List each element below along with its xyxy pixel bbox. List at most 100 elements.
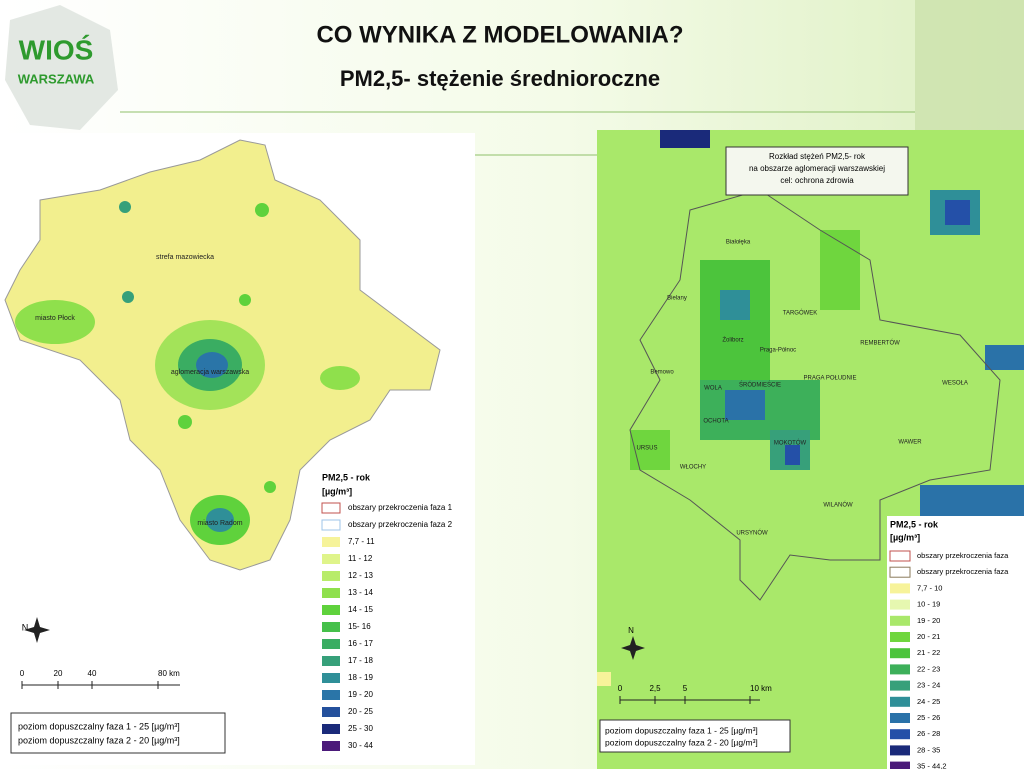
legend-swatch — [890, 761, 910, 772]
legend-label: 7,7 - 11 — [348, 537, 375, 546]
legend-unit: [µg/m³] — [890, 532, 920, 542]
scale-label: 0 — [20, 669, 25, 678]
note-box — [10, 712, 226, 754]
legend-label: 7,7 - 10 — [917, 583, 942, 592]
legend-label: obszary przekroczenia faza — [917, 567, 1009, 576]
legend-label: 11 - 12 — [348, 554, 373, 563]
legend-swatch — [890, 729, 910, 740]
legend-label: 12 - 13 — [348, 571, 373, 580]
legend-swatch — [890, 713, 910, 723]
place-label: miasto Płock — [35, 315, 75, 322]
note-box — [599, 719, 791, 753]
legend-swatch — [890, 664, 910, 675]
grid-cells — [630, 130, 1024, 520]
legend-swatch — [890, 745, 910, 756]
district-label: WOLA — [704, 386, 722, 392]
district-label: ŚRÓDMIEŚCIE — [739, 381, 781, 389]
note: poziom dopuszczalny faza 1 - 25 [µg/m³] — [605, 725, 758, 735]
legend-label: 18 - 19 — [348, 673, 373, 682]
district-label: Praga-Północ — [760, 348, 796, 354]
district-label: TARGÓWEK — [783, 310, 818, 317]
legend-label: 13 - 14 — [348, 588, 373, 597]
north-label: N — [22, 622, 29, 632]
legend-label: 35 - 44,2 — [917, 762, 947, 769]
legend-label: 25 - 26 — [917, 713, 940, 722]
district-boundary — [629, 189, 1001, 601]
district-label: Żoliborz — [722, 337, 743, 344]
legend-label: 14 - 15 — [348, 605, 373, 614]
concentration-areas — [15, 201, 360, 545]
grid-cell — [597, 672, 611, 686]
legend-label: 24 - 25 — [917, 697, 940, 706]
compass — [24, 617, 50, 643]
legend-swatch — [322, 707, 340, 717]
legend-label: 15- 16 — [348, 622, 371, 631]
legend-label: 28 - 35 — [917, 745, 940, 754]
caption: na obszarze aglomeracji warszawskiej — [749, 164, 885, 173]
legend-swatch — [890, 632, 910, 642]
scale-label: 10 km — [750, 684, 772, 693]
legend-label: 20 - 21 — [917, 632, 940, 641]
scale-label: 80 km — [158, 669, 180, 678]
district-label: OCHOTA — [703, 419, 728, 425]
district-label: REMBERTÓW — [860, 340, 900, 347]
legend-swatch — [890, 615, 910, 626]
legend-label: 30 - 44 — [348, 741, 373, 750]
legend-swatch — [322, 571, 340, 581]
note: poziom dopuszczalny faza 2 - 20 [µg/m³] — [18, 735, 180, 745]
place-label: miasto Radom — [197, 520, 242, 527]
legend-swatch — [322, 741, 340, 751]
legend-label: 20 - 25 — [348, 707, 373, 716]
caption-box — [725, 146, 909, 196]
legend-swatch — [321, 502, 341, 514]
legend-swatch — [322, 622, 340, 632]
note: poziom dopuszczalny faza 2 - 20 [µg/m³] — [605, 737, 758, 747]
scale-label: 40 — [88, 669, 97, 678]
legend-label: 21 - 22 — [917, 648, 940, 657]
logo-shape — [5, 5, 118, 130]
district-label: Białołęka — [726, 240, 751, 246]
legend-label: 17 - 18 — [348, 656, 373, 665]
legend-swatch — [322, 554, 340, 564]
legend-label: obszary przekroczenia faza — [917, 551, 1009, 560]
place-label: strefa mazowiecka — [156, 254, 214, 261]
slide-title: CO WYNIKA Z MODELOWANIA? — [316, 21, 683, 48]
legend-unit: [µg/m³] — [322, 486, 352, 496]
district-label: URSYNÓW — [736, 530, 768, 537]
place-label: aglomeracja warszawska — [171, 369, 249, 376]
legend-swatch — [322, 724, 340, 734]
district-label: WESOŁA — [942, 381, 968, 387]
legend-title: PM2,5 - rok — [890, 519, 939, 529]
caption: Rozkład stężeń PM2,5- rok — [769, 152, 866, 161]
legend-swatch — [322, 673, 340, 683]
legend-label: 19 - 20 — [348, 690, 373, 699]
legend-label: 25 - 30 — [348, 724, 373, 733]
legend-swatch — [890, 599, 910, 610]
legend-label: 10 - 19 — [917, 600, 940, 609]
district-label: WAWER — [898, 440, 922, 446]
district-label: WILANÓW — [823, 502, 853, 509]
legend-swatch — [889, 550, 911, 562]
district-label: URSUS — [636, 446, 657, 452]
note: poziom dopuszczalny faza 1 - 25 [µg/m³] — [18, 721, 180, 731]
legend-swatch — [322, 605, 340, 615]
legend-swatch — [889, 566, 911, 578]
legend-swatch — [890, 696, 910, 707]
legend-swatch — [890, 583, 910, 594]
district-label: Bielany — [667, 296, 687, 302]
scale-label: 20 — [54, 669, 63, 678]
tree-photo — [915, 0, 1024, 130]
scale-label: 0 — [618, 684, 623, 693]
slide-subtitle: PM2,5- stężenie średnioroczne — [340, 66, 660, 91]
legend-label: obszary przekroczenia faza 1 — [348, 503, 453, 512]
logo-text: WARSZAWA — [18, 71, 95, 86]
north-label: N — [628, 626, 634, 635]
scale-label: 2,5 — [649, 684, 661, 693]
legend-swatch — [321, 519, 341, 531]
legend-label: 16 - 17 — [348, 639, 373, 648]
scale-label: 5 — [683, 684, 688, 693]
logo-text: WIOŚ — [19, 34, 94, 65]
district-label: PRAGA POŁUDNIE — [803, 376, 856, 382]
legend-title: PM2,5 - rok — [322, 472, 371, 482]
